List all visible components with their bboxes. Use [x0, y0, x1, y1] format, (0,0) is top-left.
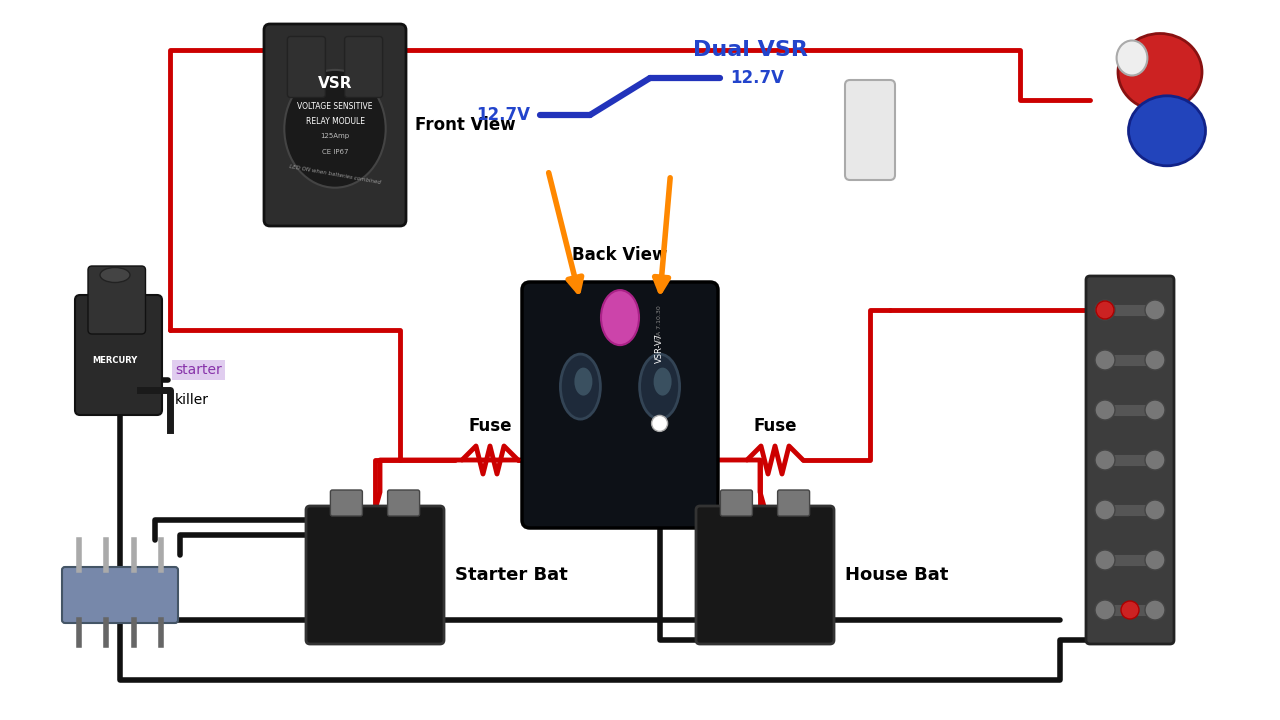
FancyBboxPatch shape — [344, 37, 383, 97]
Circle shape — [652, 415, 668, 431]
Circle shape — [1146, 550, 1165, 570]
FancyBboxPatch shape — [76, 295, 163, 415]
Text: House Bat: House Bat — [845, 566, 948, 584]
Text: MERCURY: MERCURY — [92, 356, 138, 364]
FancyBboxPatch shape — [306, 506, 444, 644]
Ellipse shape — [284, 70, 385, 188]
Ellipse shape — [100, 268, 131, 282]
Text: Fuse: Fuse — [468, 417, 512, 435]
Circle shape — [1096, 301, 1114, 319]
Text: VSR: VSR — [317, 76, 352, 91]
Circle shape — [1094, 550, 1115, 570]
Text: 12.7V: 12.7V — [476, 106, 530, 124]
Circle shape — [1121, 601, 1139, 619]
Text: LED ON when batteries combined: LED ON when batteries combined — [289, 164, 381, 185]
Ellipse shape — [640, 354, 680, 419]
FancyBboxPatch shape — [777, 490, 809, 516]
Circle shape — [1146, 300, 1165, 320]
Circle shape — [1094, 400, 1115, 420]
Ellipse shape — [1116, 40, 1147, 76]
Ellipse shape — [575, 368, 593, 395]
FancyBboxPatch shape — [330, 490, 362, 516]
Text: VSR-V7: VSR-V7 — [655, 333, 664, 363]
Text: CE IP67: CE IP67 — [321, 148, 348, 155]
Text: VOLTAGE SENSITIVE: VOLTAGE SENSITIVE — [297, 102, 372, 110]
Text: 125Amp: 125Amp — [320, 133, 349, 140]
Ellipse shape — [602, 290, 639, 345]
Text: 30A 7.10.30: 30A 7.10.30 — [657, 305, 662, 343]
FancyBboxPatch shape — [721, 490, 753, 516]
FancyBboxPatch shape — [264, 24, 406, 226]
FancyBboxPatch shape — [522, 282, 718, 528]
Circle shape — [1094, 350, 1115, 370]
FancyBboxPatch shape — [88, 266, 146, 334]
Circle shape — [1094, 500, 1115, 520]
Ellipse shape — [654, 368, 672, 395]
FancyBboxPatch shape — [61, 567, 178, 623]
Circle shape — [1146, 400, 1165, 420]
Text: killer: killer — [175, 393, 209, 407]
Text: Fuse: Fuse — [753, 417, 796, 435]
FancyBboxPatch shape — [696, 506, 835, 644]
Ellipse shape — [1129, 96, 1206, 166]
Text: RELAY MODULE: RELAY MODULE — [306, 117, 365, 126]
Text: Dual VSR: Dual VSR — [692, 40, 808, 60]
FancyBboxPatch shape — [1085, 276, 1174, 644]
Circle shape — [1146, 450, 1165, 470]
Circle shape — [1146, 500, 1165, 520]
Circle shape — [1094, 450, 1115, 470]
Text: 12.7V: 12.7V — [730, 69, 783, 87]
Ellipse shape — [1117, 34, 1202, 110]
FancyBboxPatch shape — [288, 37, 325, 97]
Text: Back View: Back View — [572, 246, 668, 264]
Circle shape — [1146, 350, 1165, 370]
Circle shape — [1146, 600, 1165, 620]
FancyBboxPatch shape — [388, 490, 420, 516]
Ellipse shape — [561, 354, 600, 419]
Circle shape — [1094, 600, 1115, 620]
Text: Front View: Front View — [415, 116, 516, 134]
Circle shape — [1094, 300, 1115, 320]
FancyBboxPatch shape — [845, 80, 895, 180]
Text: starter: starter — [175, 363, 221, 377]
Text: Starter Bat: Starter Bat — [454, 566, 568, 584]
